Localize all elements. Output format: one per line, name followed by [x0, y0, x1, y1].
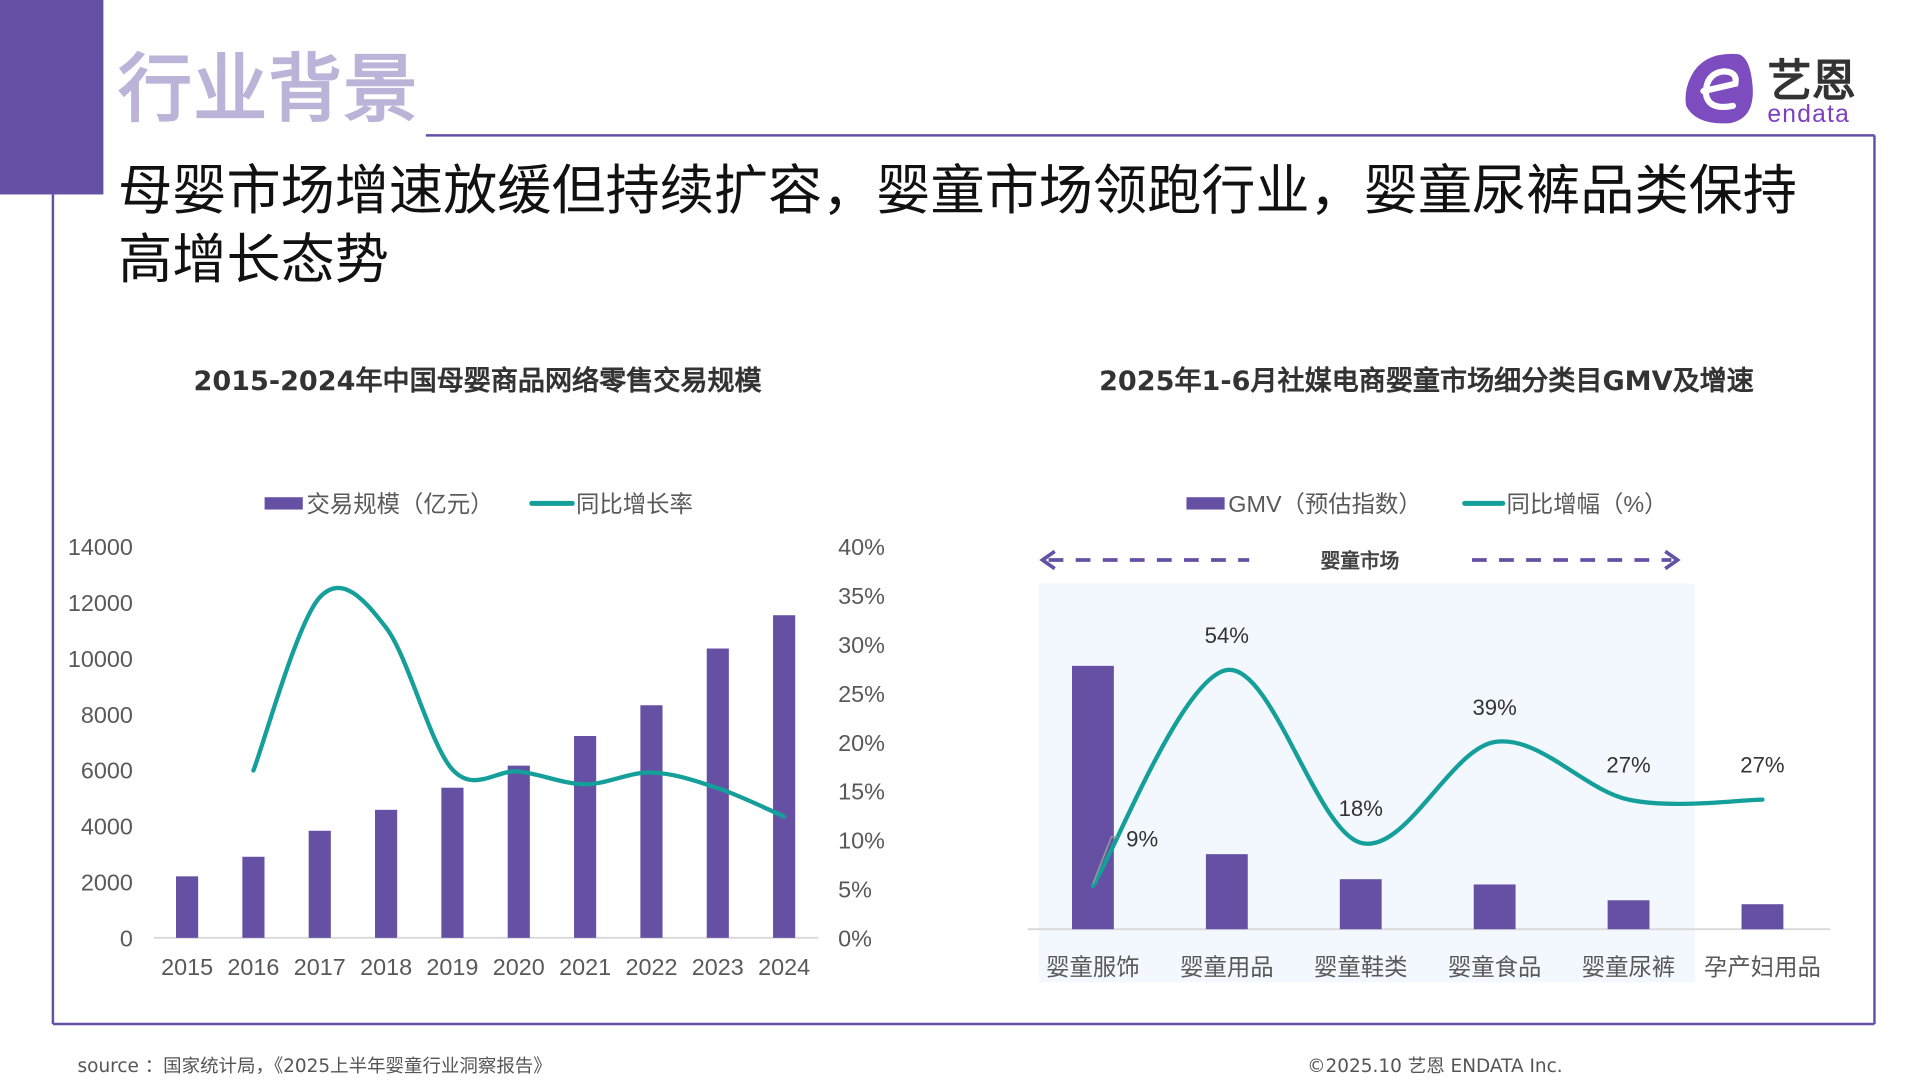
bar-2016	[242, 856, 265, 938]
x-tick-label: 婴童用品	[1180, 954, 1274, 980]
chart-title-left: 2015-2024年中国母婴商品网络零售交易规模	[193, 366, 762, 398]
x-tick-label: 2017	[294, 954, 346, 980]
bar-2023	[706, 648, 729, 938]
legend-bar-swatch	[1186, 497, 1225, 510]
endata-logo: 艺恩 endata	[1685, 53, 1856, 126]
bar-2018	[375, 809, 398, 938]
slide-frame	[51, 134, 1876, 1026]
page-title: 母婴市场增速放缓但持续扩容，婴童市场领跑行业，婴童尿裤品类保持高增长态势	[118, 159, 1797, 292]
bar-2019	[441, 787, 464, 938]
x-tick-label: 2018	[360, 954, 412, 980]
x-tick-label: 2022	[625, 954, 677, 980]
y-left-tick-label: 12000	[68, 590, 133, 616]
y-right-tick-label: 0%	[838, 925, 872, 951]
x-tick-label: 婴童鞋类	[1314, 954, 1408, 980]
chart-title-right: 2025年1-6月社媒电商婴童市场细分类目GMV及增速	[1099, 366, 1754, 398]
y-right-tick-label: 10%	[838, 828, 885, 854]
y-right-tick-label: 35%	[838, 583, 885, 609]
annotation-label: 婴童市场	[1321, 549, 1400, 572]
bar-2015	[175, 876, 199, 938]
bar-婴童鞋类	[1339, 879, 1382, 930]
legend-line-label: 同比增幅（%）	[1506, 491, 1667, 517]
y-left-tick-label: 2000	[81, 870, 133, 896]
y-right-tick-label: 25%	[838, 681, 885, 707]
x-tick-label: 婴童食品	[1448, 954, 1542, 980]
legend-bar-label: GMV（预估指数）	[1228, 491, 1422, 517]
bar-孕产妇用品	[1741, 904, 1784, 930]
data-label: 18%	[1339, 796, 1383, 821]
bar-婴童尿裤	[1607, 900, 1650, 930]
x-tick-label: 2019	[426, 954, 478, 980]
y-right-tick-label: 15%	[838, 779, 885, 805]
brand-block	[0, 0, 104, 195]
growth-rate-line	[251, 585, 787, 819]
svg-text:艺恩: 艺恩	[1767, 57, 1856, 106]
legend-line-label: 同比增长率	[576, 491, 693, 517]
data-label: 9%	[1126, 827, 1158, 852]
bar-2024	[773, 615, 796, 938]
x-tick-label: 2020	[493, 954, 545, 980]
x-tick-label: 婴童尿裤	[1582, 954, 1676, 980]
bar-2020	[507, 765, 530, 938]
y-right-tick-label: 5%	[838, 877, 872, 903]
y-right-tick-label: 40%	[838, 534, 885, 560]
x-tick-label: 孕产妇用品	[1704, 954, 1821, 980]
bar-婴童食品	[1473, 884, 1516, 930]
bar-婴童用品	[1205, 854, 1248, 930]
section-title: 行业背景	[118, 46, 419, 133]
x-tick-label: 2015	[161, 954, 213, 980]
label-leader-line	[1092, 836, 1118, 884]
y-left-tick-label: 8000	[81, 702, 133, 728]
y-right-tick-label: 20%	[838, 730, 885, 756]
data-label: 39%	[1472, 695, 1516, 720]
y-left-tick-label: 4000	[81, 814, 133, 840]
svg-text:endata: endata	[1767, 101, 1850, 126]
bar-2021	[574, 736, 597, 938]
x-tick-label: 2023	[692, 954, 744, 980]
copyright: ©2025.10 艺恩 ENDATA Inc.	[1307, 1054, 1563, 1077]
y-left-tick-label: 0	[120, 925, 133, 951]
left-chart: 0 2000 4000 6000 8000 10000 12000 14000 0% 5% 10% 1…	[68, 491, 885, 980]
data-label: 54%	[1205, 623, 1249, 648]
arrow-left-icon	[1039, 549, 1056, 571]
bar-婴童服饰	[1071, 665, 1114, 930]
bar-2022	[640, 705, 663, 938]
bar-2017	[308, 830, 331, 938]
source-note: source ：国家统计局，《2025上半年婴童行业洞察报告》	[77, 1054, 552, 1077]
y-left-tick-label: 14000	[68, 534, 133, 560]
y-left-tick-label: 10000	[68, 646, 133, 672]
x-tick-label: 2021	[559, 954, 611, 980]
data-label: 27%	[1740, 753, 1784, 778]
growth-line	[1090, 667, 1765, 889]
x-tick-label: 2024	[758, 954, 810, 980]
y-left-tick-label: 6000	[81, 758, 133, 784]
x-tick-label: 2016	[227, 954, 279, 980]
y-right-tick-label: 30%	[838, 632, 885, 658]
data-label: 27%	[1606, 753, 1650, 778]
legend-bar-swatch	[264, 497, 303, 510]
x-tick-label: 婴童服饰	[1046, 954, 1140, 980]
arrow-right-icon	[1664, 549, 1681, 571]
legend-bar-label: 交易规模（亿元）	[306, 491, 493, 517]
